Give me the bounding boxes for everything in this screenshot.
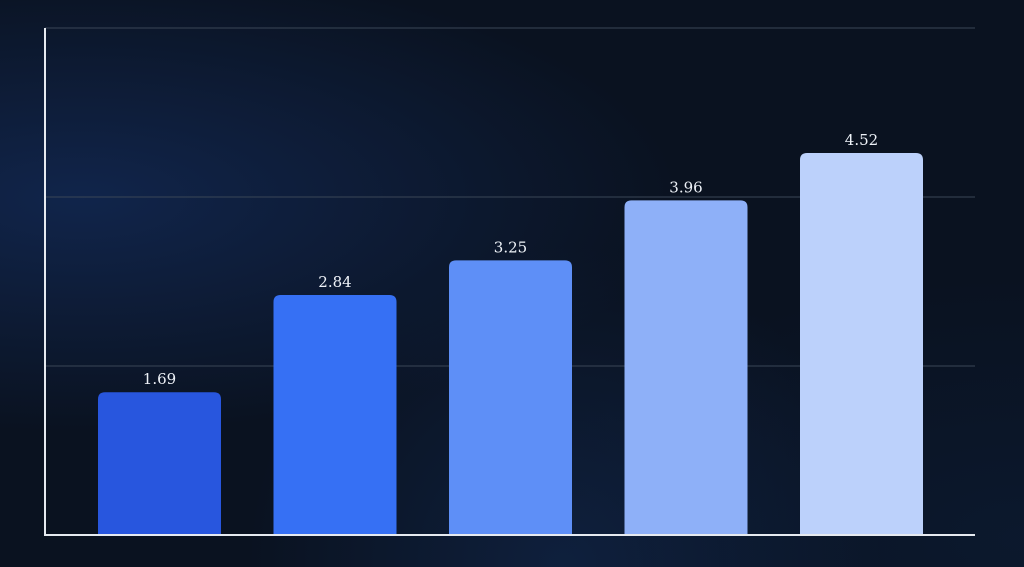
bar-5	[800, 153, 923, 535]
bar-1	[98, 392, 221, 535]
bars	[98, 153, 923, 535]
bar-value-label-5: 4.52	[845, 131, 878, 149]
bar-4	[624, 200, 748, 535]
bar-value-label-4: 3.96	[669, 178, 702, 196]
bar-3	[449, 260, 572, 535]
bar-value-label-2: 2.84	[318, 273, 351, 291]
bar-2	[273, 295, 397, 535]
value-labels: 1.69 2.84 3.25 3.96 4.52	[143, 131, 878, 388]
axes	[44, 28, 975, 536]
bar-value-label-3: 3.25	[494, 238, 527, 256]
bar-value-label-1: 1.69	[143, 370, 176, 388]
